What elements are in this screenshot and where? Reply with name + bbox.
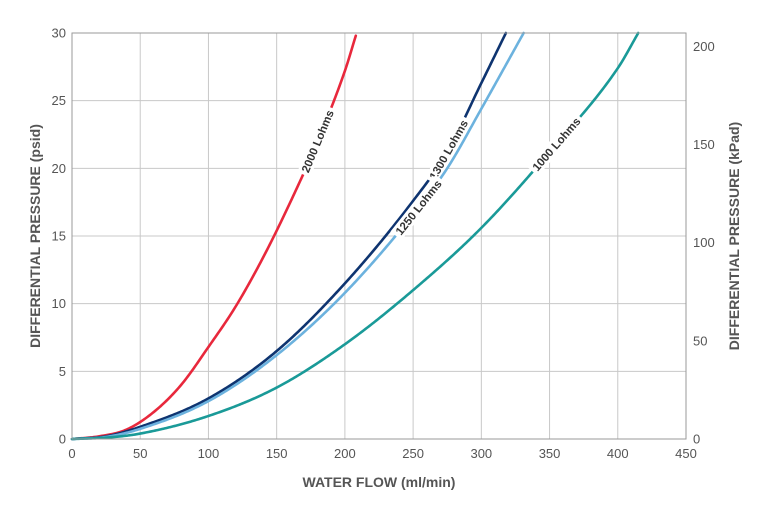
series-line [70, 34, 358, 441]
y-axis-title-left: DIFFERENTIAL PRESSURE (psid) [27, 124, 43, 348]
x-tick-label: 350 [539, 446, 561, 461]
y-tick-label-left: 5 [59, 364, 66, 379]
series-label-gap [390, 174, 447, 241]
series-label-text: 1300 Lohms [428, 118, 471, 182]
x-tick-label: 200 [334, 446, 356, 461]
x-tick-label: 400 [607, 446, 629, 461]
y-tick-label-right: 0 [693, 432, 700, 447]
series-label-gap [527, 112, 586, 177]
y-tick-label-left: 30 [52, 26, 66, 41]
series-label: 1000 Lohms [527, 112, 586, 177]
y-tick-label-right: 100 [693, 235, 715, 250]
series-label-text: 1250 Lohms [394, 178, 445, 238]
plot-frame [71, 32, 687, 440]
y-tick-label-left: 20 [52, 161, 66, 176]
y-tick-label-right: 200 [693, 39, 715, 54]
series-label-text: 1000 Lohms [531, 116, 584, 174]
y-tick-label-left: 25 [52, 93, 66, 108]
x-tick-label: 50 [133, 446, 147, 461]
series-label-gap [424, 114, 473, 185]
series-label: 2000 Lohms [297, 105, 339, 178]
series-label: 1300 Lohms [424, 114, 473, 185]
ticks: 0 50 100 150 200 250 300 350 400 4500510152025300… [52, 26, 715, 462]
y-tick-label-left: 10 [52, 296, 66, 311]
y-tick-label-right: 150 [693, 137, 715, 152]
series-label-gap [297, 105, 339, 178]
grid [71, 32, 687, 440]
y-tick-label-left: 15 [52, 229, 66, 244]
x-tick-label: 150 [266, 446, 288, 461]
series-line [70, 31, 525, 441]
series-label-text: 2000 Lohms [300, 109, 337, 175]
x-tick-label: 0 [68, 446, 75, 461]
x-tick-label: 300 [470, 446, 492, 461]
y-tick-label-right: 50 [693, 333, 707, 348]
series-label: 1250 Lohms [390, 174, 447, 241]
x-tick-label: 450 [675, 446, 697, 461]
x-tick-label: 100 [198, 446, 220, 461]
y-axis-title-right: DIFFERENTIAL PRESSURE (kPad) [726, 122, 742, 350]
y-tick-label-left: 0 [59, 432, 66, 447]
x-tick-label: 250 [402, 446, 424, 461]
x-axis-title: WATER FLOW (ml/min) [303, 474, 456, 490]
